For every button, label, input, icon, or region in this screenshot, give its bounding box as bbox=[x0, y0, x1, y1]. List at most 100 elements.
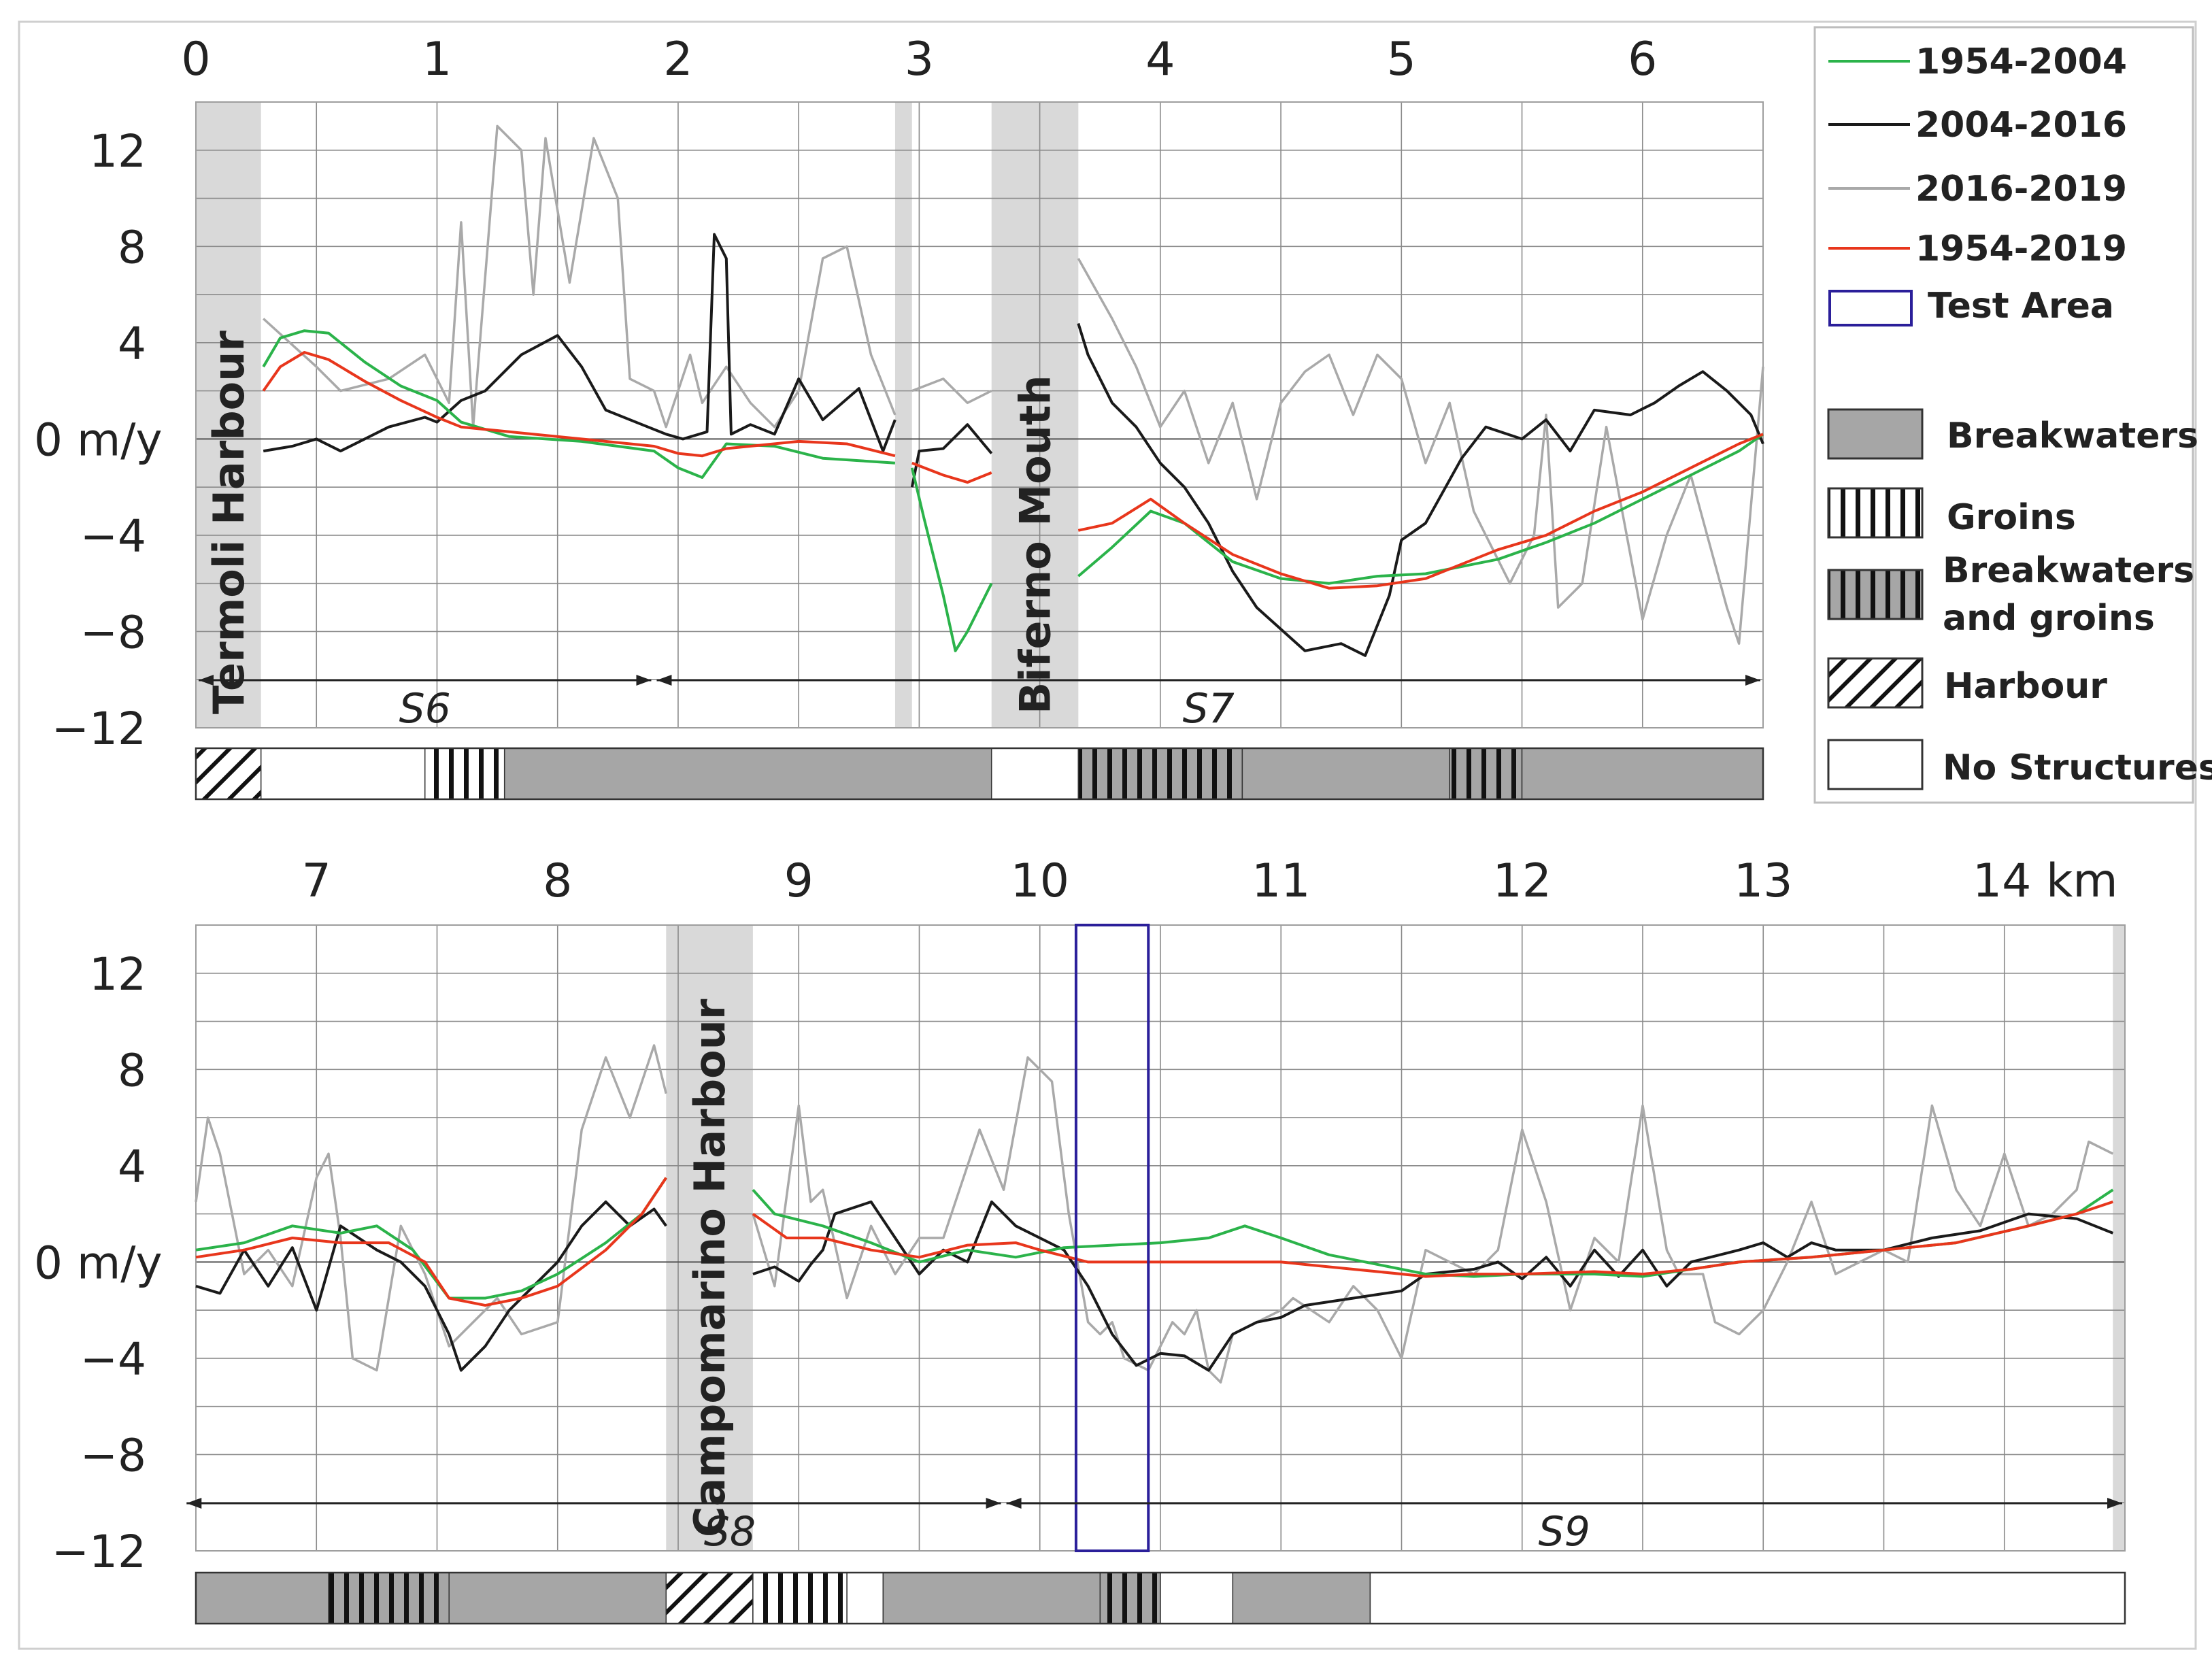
segment-arrowhead-right bbox=[2107, 1498, 2122, 1509]
place-band-campomarino-harbour bbox=[666, 925, 753, 1551]
structure-bar-border bbox=[195, 747, 1764, 801]
km-tick-label: 8 bbox=[543, 854, 572, 908]
segment-label-s9: S9 bbox=[1539, 1508, 1590, 1556]
top-place-labels: Termoli Harbour Biferno Mouth bbox=[204, 331, 1060, 714]
place-band-biferno-mouth bbox=[991, 102, 1079, 728]
segment-arrowhead-left bbox=[656, 675, 672, 686]
legend-swatch-harbour bbox=[1827, 657, 1924, 709]
y-tick-label: 4 bbox=[118, 1141, 146, 1193]
test-area-box bbox=[1074, 924, 1150, 1552]
km-tick-label: 12 bbox=[1492, 854, 1552, 908]
bottom-y-ticks: 12 8 4 0 m/y −4 −8 −12 bbox=[34, 948, 163, 1578]
figure-frame bbox=[18, 20, 2197, 1650]
structure-breakwaters bbox=[1521, 748, 1764, 800]
structure-none bbox=[1369, 1572, 2126, 1624]
structure-breakwaters-groins bbox=[1077, 748, 1243, 800]
legend-label-2016-2019: 2016-2019 bbox=[1915, 169, 2127, 210]
series-line-1954-2004 bbox=[262, 329, 1764, 652]
y-tick-label: 8 bbox=[118, 221, 146, 273]
gap-band-0 bbox=[2113, 925, 2125, 1551]
km-tick-label: 3 bbox=[905, 33, 934, 86]
series-line-1954-2019 bbox=[195, 1177, 2113, 1307]
y-tick-label: 0 m/y bbox=[34, 414, 163, 466]
structure-none bbox=[846, 1572, 884, 1624]
structure-bar-border bbox=[195, 1571, 2126, 1625]
legend-label-1954-2004: 1954-2004 bbox=[1915, 41, 2127, 82]
km-tick-label: 14 km bbox=[1973, 854, 2118, 908]
segment-arrowhead-right bbox=[1745, 675, 1760, 686]
structure-harbour bbox=[195, 748, 262, 800]
bottom-segments: S8 S9 bbox=[186, 1498, 2122, 1556]
legend-label-groins: Groins bbox=[1947, 497, 2076, 538]
top-y-ticks: 12 8 4 0 m/y −4 −8 −12 bbox=[34, 125, 163, 755]
legend: 1954-2004 2004-2016 2016-2019 1954-2019 … bbox=[1813, 26, 2212, 804]
y-tick-label: −8 bbox=[80, 1429, 146, 1481]
series-line-1954-2019 bbox=[262, 351, 1764, 590]
segment-arrowhead-left bbox=[186, 1498, 202, 1509]
top-segments: S6 S7 bbox=[199, 675, 1760, 733]
y-tick-label: −4 bbox=[80, 510, 146, 563]
top-masks bbox=[196, 102, 1079, 728]
legend-label-1954-2019: 1954-2019 bbox=[1915, 229, 2127, 269]
segment-arrowhead-right bbox=[986, 1498, 1001, 1509]
top-plot-border bbox=[195, 101, 1764, 728]
structure-breakwaters bbox=[195, 1572, 329, 1624]
place-label-campomarino-harbour: Campomarino Harbour bbox=[685, 999, 735, 1537]
structure-none bbox=[260, 748, 426, 800]
structure-harbour bbox=[665, 1572, 754, 1624]
km-tick-label: 7 bbox=[302, 854, 331, 908]
series-line-2004-2016 bbox=[195, 1200, 2114, 1372]
km-tick-label: 2 bbox=[663, 33, 692, 86]
legend-swatch-test-area bbox=[1828, 290, 1913, 326]
structure-none bbox=[1160, 1572, 1234, 1624]
y-tick-label: −4 bbox=[80, 1333, 146, 1386]
bottom-masks bbox=[666, 925, 2125, 1551]
place-label-termoli-harbour: Termoli Harbour bbox=[204, 331, 254, 714]
bottom-series bbox=[195, 1044, 2114, 1384]
structure-groins bbox=[424, 748, 505, 800]
structure-groins bbox=[752, 1572, 848, 1624]
bottom-place-labels: Campomarino Harbour bbox=[685, 999, 735, 1537]
bottom-panel: Campomarino Harbour 7 8 9 10 11 12 13 14 km 12 8… bbox=[34, 854, 2126, 1625]
segment-arrowhead-left bbox=[1006, 1498, 1022, 1509]
bottom-plot-border bbox=[195, 924, 2126, 1552]
y-tick-label: 0 m/y bbox=[34, 1237, 163, 1289]
legend-label-breakwaters: Breakwaters bbox=[1947, 416, 2198, 456]
km-tick-label: 4 bbox=[1145, 33, 1175, 86]
series-line-2004-2016 bbox=[263, 233, 1764, 657]
km-tick-label: 1 bbox=[422, 33, 452, 86]
legend-label-breakwaters-groins-line2: and groins bbox=[1943, 598, 2155, 639]
km-tick-label: 0 bbox=[181, 33, 210, 86]
top-x-ticks: 0 1 2 3 4 5 6 bbox=[181, 33, 1657, 86]
bottom-x-ticks: 7 8 9 10 11 12 13 14 km bbox=[302, 854, 2118, 908]
series-line-1954-2004 bbox=[195, 1177, 2114, 1300]
bottom-grid bbox=[196, 925, 2126, 1551]
segment-arrowhead-right bbox=[636, 675, 652, 686]
y-tick-label: 12 bbox=[89, 125, 146, 178]
top-structure-bar bbox=[195, 747, 1764, 801]
legend-label-harbour: Harbour bbox=[1944, 666, 2107, 707]
y-tick-label: 12 bbox=[89, 948, 146, 1001]
segment-label-s6: S6 bbox=[399, 685, 451, 733]
km-tick-label: 10 bbox=[1010, 854, 1069, 908]
structure-breakwaters bbox=[882, 1572, 1101, 1624]
km-tick-label: 6 bbox=[1628, 33, 1657, 86]
km-tick-label: 13 bbox=[1734, 854, 1793, 908]
structure-none bbox=[990, 748, 1079, 800]
legend-swatch-breakwaters bbox=[1827, 408, 1924, 460]
structure-breakwaters bbox=[1232, 1572, 1371, 1624]
bottom-test-area bbox=[1074, 924, 1150, 1552]
structure-breakwaters-groins bbox=[328, 1572, 450, 1624]
y-tick-label: −8 bbox=[80, 606, 146, 658]
legend-label-breakwaters-groins-line1: Breakwaters bbox=[1943, 550, 2194, 591]
legend-label-test-area: Test Area bbox=[1928, 286, 2114, 326]
bottom-structure-bar bbox=[195, 1571, 2126, 1625]
legend-swatch-groins bbox=[1827, 487, 1924, 539]
segment-arrowhead-left bbox=[199, 675, 214, 686]
structure-breakwaters bbox=[503, 748, 992, 800]
legend-label-no-structures: No Structures bbox=[1943, 748, 2212, 788]
structure-breakwaters-groins bbox=[1099, 1572, 1161, 1624]
top-series bbox=[262, 124, 1764, 657]
